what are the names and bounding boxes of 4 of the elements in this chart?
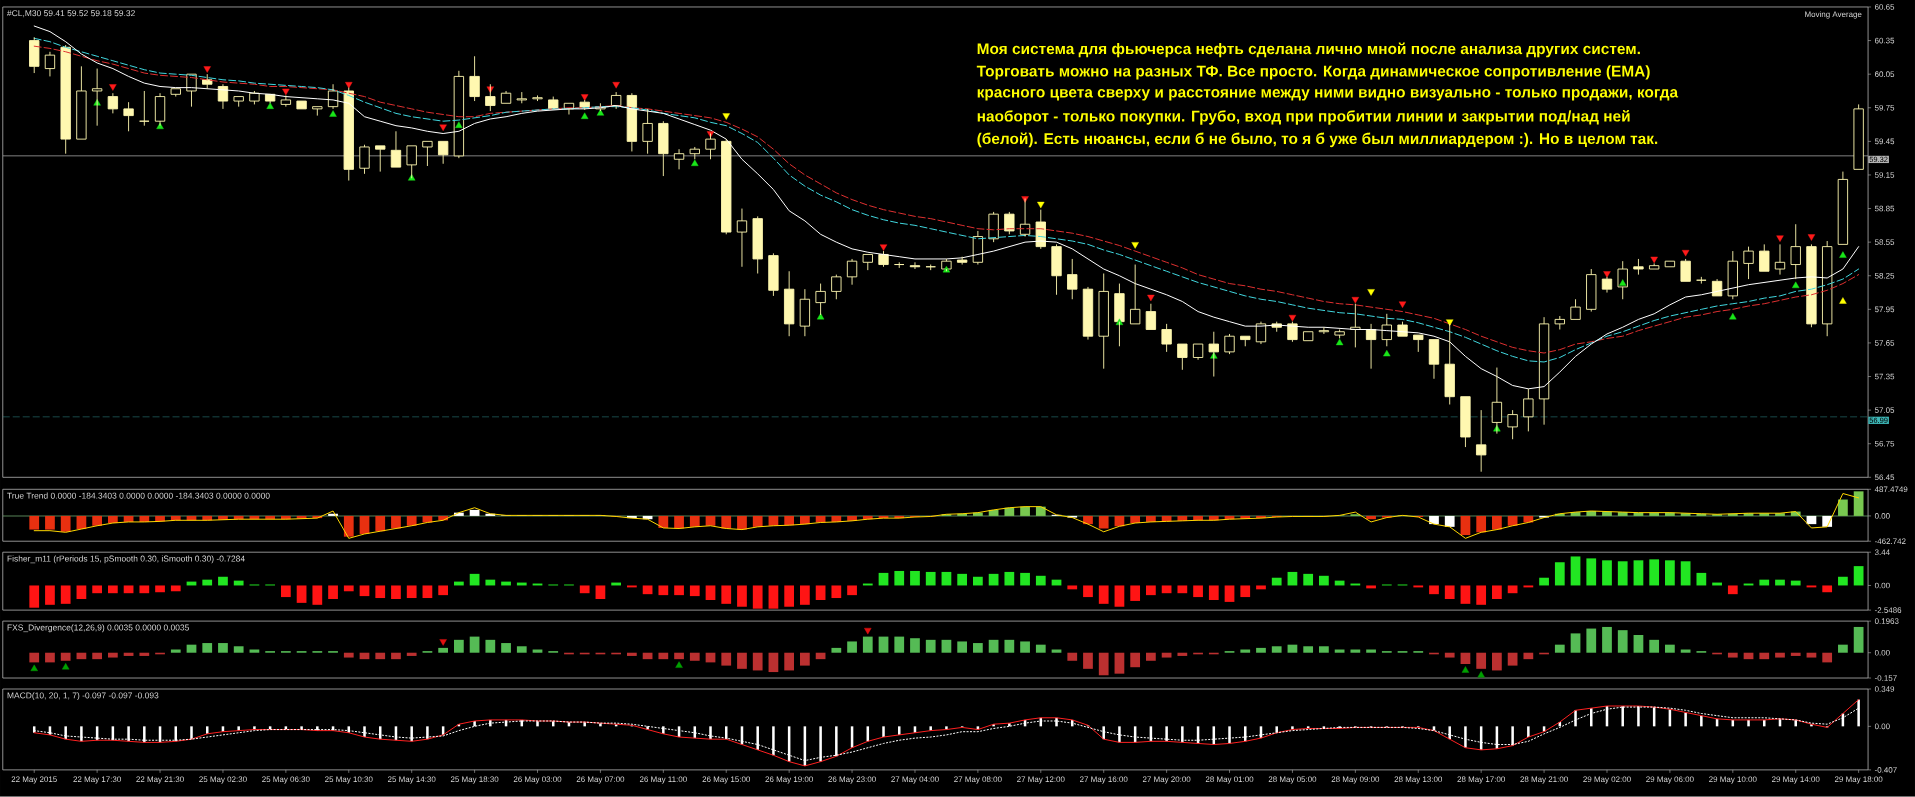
chart-title: True Trend 0.0000 -184.3403 0.0000 0.0000 -184.3403 0.0000 0.0000 [7, 492, 270, 499]
chart-title: MACD(10, 20, 1, 7) -0.097 -0.097 -0.093 [7, 692, 159, 701]
chart-title: FXS_Divergence(12,26,9) 0.0035 0.0000 0.0035 [7, 624, 189, 633]
chart-title: Fisher_m11 (rPeriods 15, pSmooth 0.30, iSmooth 0.30) -0.7284 [7, 555, 245, 564]
